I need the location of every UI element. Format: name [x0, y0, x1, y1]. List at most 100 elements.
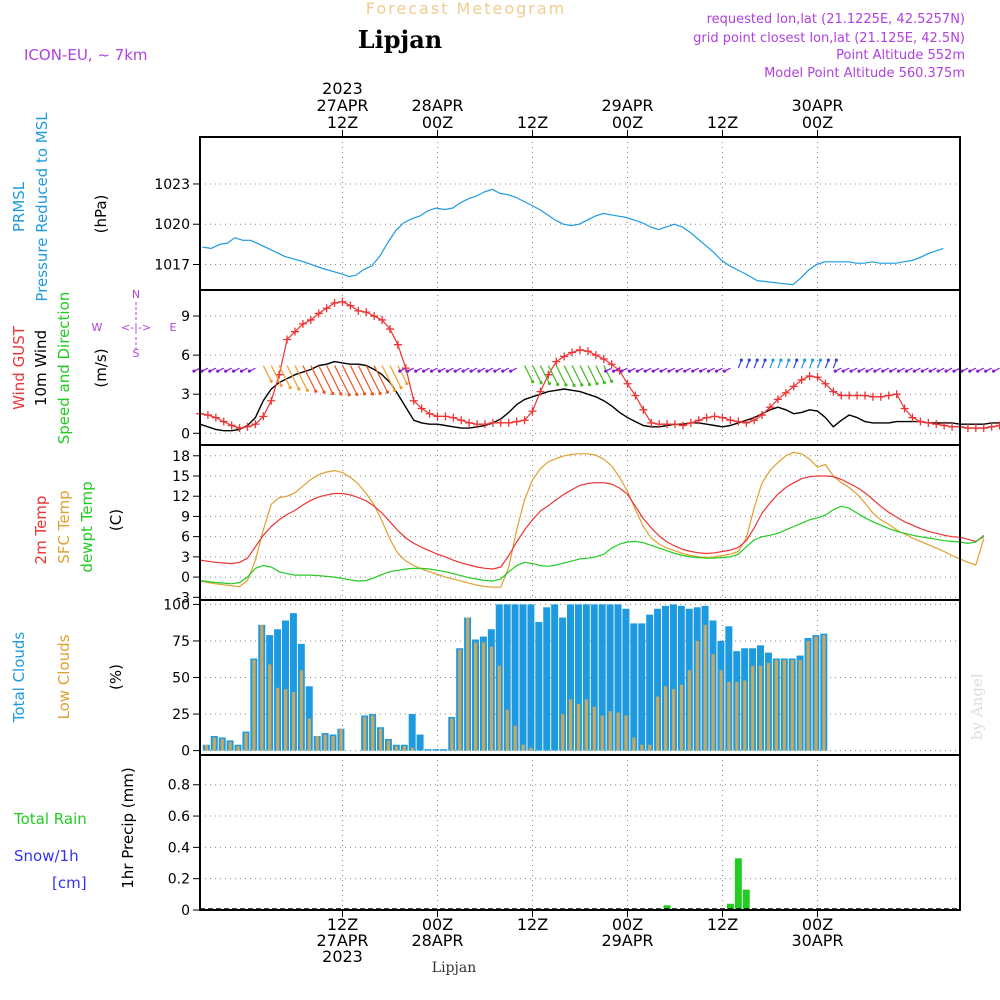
wind-arrow: [603, 365, 613, 382]
precip-ylabel: 1hr Precip (mm): [119, 767, 137, 888]
wind-arrow-head: [509, 369, 513, 373]
wind-arrow-head: [635, 369, 639, 373]
wind-arrow: [341, 365, 358, 395]
y-tick-label: 100: [163, 597, 190, 613]
wind-arrow-head: [406, 369, 410, 373]
point-altitude: Point Altitude 552m: [836, 48, 965, 63]
y-tick-label: 0.8: [168, 778, 190, 794]
wind-arrow: [571, 365, 583, 386]
wind-arrow-head: [398, 369, 402, 373]
wind-arrow-head: [362, 392, 367, 396]
wind-dir-ylabel: Speed and Direction: [55, 292, 73, 445]
bottom-time-label: 2023: [322, 947, 363, 966]
gust-marker: [948, 422, 957, 431]
wind-arrow-head: [610, 379, 614, 383]
total-cloud-bar: [519, 604, 527, 751]
rain-bar: [726, 903, 734, 910]
low-cloud-bar: [664, 686, 668, 751]
low-cloud-bar: [790, 659, 794, 751]
gust-marker: [330, 299, 339, 308]
wind-arrow-head: [355, 392, 359, 396]
gust-marker: [552, 357, 561, 366]
low-cloud-bar: [671, 689, 676, 751]
gust-marker: [362, 308, 371, 317]
total-cloud-bar: [606, 604, 614, 751]
wind-10m-ylabel: 10m Wind: [32, 330, 50, 406]
gust-marker: [758, 411, 767, 420]
low-cloud-bar: [474, 642, 478, 751]
low-cloud-bar: [569, 699, 573, 751]
wind-arrow-head: [216, 369, 220, 373]
gust-marker: [861, 391, 869, 400]
wind-arrow: [531, 365, 542, 383]
wind-arrow-head: [611, 369, 616, 373]
footer-station: Lipjan: [432, 960, 476, 976]
total-cloud-bar: [503, 604, 511, 751]
gust-marker: [306, 315, 315, 324]
low-cloud-bar: [521, 744, 525, 751]
gust-marker: [631, 391, 640, 400]
snow-legend: Snow/1h: [14, 847, 79, 865]
low-cloud-bar: [450, 718, 454, 751]
wind-arrow-head: [572, 383, 576, 387]
gust-marker: [267, 396, 276, 405]
top-time-label: 00Z: [802, 113, 833, 132]
bottom-time-label: 29APR: [601, 931, 653, 950]
wind-panel: 0 3 6 9: [181, 289, 1000, 446]
low-cloud-bar: [466, 617, 470, 751]
temp2m-ylabel: 2m Temp: [32, 496, 50, 565]
wind-arrow-head: [453, 369, 457, 373]
gust-marker: [686, 418, 695, 427]
sfctemp-ylabel: SFC Temp: [55, 490, 73, 563]
gust-marker: [251, 420, 260, 429]
bottom-time-label: 00Z: [802, 915, 833, 934]
gust-marker: [916, 417, 925, 426]
wind-arrow-head: [699, 369, 703, 373]
low-cloud-bar: [236, 746, 240, 751]
y-tick-label: 0: [181, 744, 190, 760]
wind-arrow-head: [247, 369, 252, 373]
total-cloud-bar: [590, 604, 598, 751]
banner-title: Forecast Meteogram: [366, 0, 566, 18]
gust-marker: [378, 315, 387, 324]
pressure-ylabel: PRMSL Pressure Reduced to MSL: [10, 112, 51, 302]
wind-arrow-head: [960, 369, 964, 373]
wind-10m-line: [199, 360, 1000, 432]
gust-marker: [940, 421, 949, 430]
gust-marker: [813, 373, 822, 382]
wind-arrow-head: [547, 381, 552, 386]
gust-marker: [797, 375, 806, 384]
wind-gust-ylabel: Wind GUST: [10, 325, 28, 410]
compass-rose: N W <-|-> E S: [92, 288, 177, 360]
total-cloud-bar: [559, 617, 567, 751]
wind-arrow-head: [414, 369, 418, 373]
cloud-panel: 0 25 50 75 100: [163, 597, 961, 760]
gust-marker: [433, 412, 442, 421]
low-cloud-bar: [284, 689, 288, 751]
wind-arrow-head: [604, 369, 608, 373]
wind-arrow-head: [714, 369, 719, 373]
wind-arrow: [563, 365, 575, 386]
low-cloud-bar: [806, 640, 810, 751]
wind-arrow: [334, 365, 350, 396]
total-cloud-bar: [543, 607, 551, 751]
total-cloud-bar: [551, 604, 559, 751]
wind-arrow: [539, 365, 550, 384]
wind-arrow-head: [896, 369, 901, 373]
wind-arrow-head: [976, 369, 980, 373]
wind-arrow: [595, 365, 605, 383]
compass-arrows: <-|->: [121, 321, 151, 334]
total-cloud-bar: [527, 604, 535, 751]
wind-arrow: [349, 365, 366, 395]
model-altitude: Model Point Altitude 560.375m: [764, 66, 965, 81]
wind-arrow-head: [865, 369, 869, 373]
low-cloud-bar: [458, 649, 462, 751]
low-cloud-bar: [363, 716, 367, 751]
y-tick-label: 0: [181, 426, 190, 442]
y-tick-label: 9: [181, 509, 190, 525]
y-tick-label: 50: [172, 671, 190, 687]
y-tick-label: 0: [181, 570, 190, 586]
y-tick-label: 1020: [154, 217, 190, 233]
gust-marker: [892, 390, 901, 399]
gust-marker: [671, 420, 679, 429]
